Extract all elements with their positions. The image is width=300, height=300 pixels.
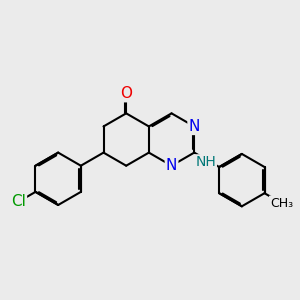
Text: CH₃: CH₃ bbox=[270, 196, 293, 209]
Text: Cl: Cl bbox=[11, 194, 26, 209]
Text: N: N bbox=[188, 119, 200, 134]
Text: O: O bbox=[120, 86, 132, 101]
Text: NH: NH bbox=[195, 155, 216, 169]
Text: N: N bbox=[166, 158, 177, 173]
